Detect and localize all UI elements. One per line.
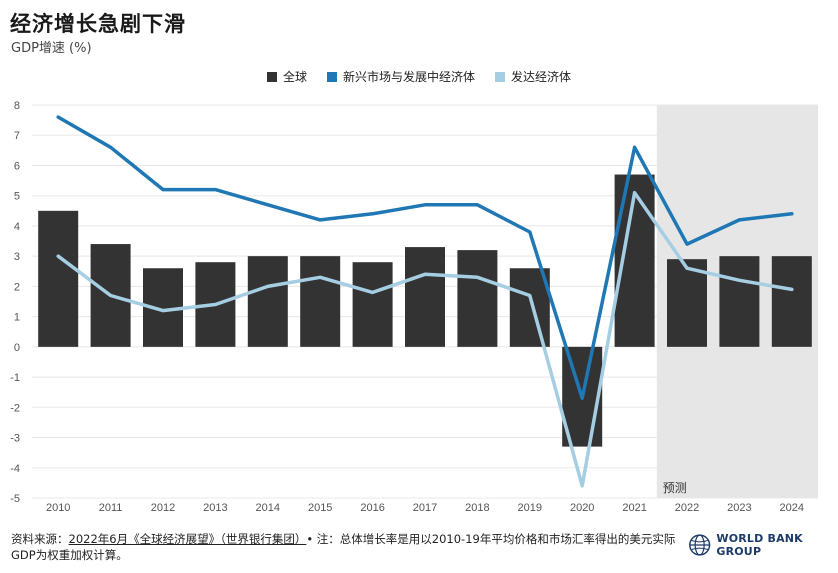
forecast-label: 预测	[663, 481, 687, 495]
logo-text: WORLD BANK GROUP	[716, 532, 803, 558]
x-tick-label: 2018	[465, 502, 489, 514]
y-tick-label: 6	[14, 160, 20, 172]
y-tick-label: 8	[14, 100, 20, 112]
legend-item-advanced: 发达经济体	[495, 68, 571, 85]
bar-global	[247, 256, 288, 347]
y-tick-label: 1	[14, 312, 20, 324]
footer-note: • 注：总体增长率是用以2010-19年平均价格和市场汇率得出的美元实际GDP为…	[11, 532, 676, 562]
source-prefix: 资料来源：	[11, 532, 69, 546]
bar-global	[457, 250, 498, 347]
x-tick-label: 2023	[727, 502, 751, 514]
y-tick-label: -3	[10, 433, 20, 445]
legend-swatch-advanced	[495, 71, 505, 82]
legend-label-advanced: 发达经济体	[511, 70, 572, 84]
x-tick-label: 2014	[256, 502, 280, 514]
legend-item-global: 全球	[266, 68, 307, 85]
x-tick-label: 2015	[308, 502, 332, 514]
y-tick-label: -4	[10, 463, 20, 475]
chart-legend: 全球 新兴市场与发展中经济体 发达经济体	[0, 68, 838, 85]
chart-plot: 8 7 6 5 4 3 2 1 0 -1 -2 -3 -4 -5 2010 2011 2012 2013 2014 2…	[10, 100, 818, 514]
y-tick-label: -5	[10, 493, 20, 505]
x-tick-label: 2024	[780, 502, 804, 514]
y-tick-label: 5	[14, 191, 20, 203]
x-tick-label: 2017	[413, 502, 437, 514]
y-tick-label: 4	[14, 221, 20, 233]
y-tick-label: 2	[14, 281, 20, 293]
legend-swatch-emerging	[326, 71, 337, 82]
y-tick-label: 7	[14, 130, 20, 142]
x-tick-label: 2021	[622, 502, 646, 514]
bar-global	[667, 259, 707, 347]
bar-global	[300, 256, 341, 347]
y-tick-label: -2	[10, 402, 20, 414]
bar-global	[405, 247, 445, 347]
legend-label-global: 全球	[282, 70, 307, 84]
x-tick-label: 2019	[518, 502, 542, 514]
x-tick-label: 2016	[360, 502, 384, 514]
y-tick-label: -1	[10, 372, 20, 384]
line-emerging	[56, 115, 794, 400]
y-tick-label: 3	[14, 251, 20, 263]
bar-global	[38, 210, 79, 347]
x-tick-label: 2012	[151, 502, 175, 514]
world-bank-logo[interactable]: WORLD BANK GROUP	[688, 532, 838, 558]
bar-global	[771, 256, 812, 347]
globe-icon	[689, 534, 711, 556]
y-tick-label: 0	[14, 342, 20, 354]
bar-global	[509, 268, 550, 347]
x-tick-label: 2011	[99, 502, 123, 514]
chart-footer: 资料来源：2022年6月《全球经济展望》（世界银行集团）• 注：总体增长率是用以…	[11, 531, 691, 563]
legend-item-emerging: 新兴市场与发展中经济体	[326, 68, 475, 85]
legend-label-emerging: 新兴市场与发展中经济体	[342, 70, 475, 84]
bar-global	[352, 262, 393, 347]
x-tick-label: 2010	[46, 502, 70, 514]
source-link[interactable]: 2022年6月《全球经济展望》（世界银行集团）	[68, 532, 307, 546]
line-advanced	[56, 190, 794, 488]
chart-subtitle: GDP增速 (%)	[11, 41, 92, 56]
x-tick-label: 2022	[675, 502, 699, 514]
x-tick-label: 2020	[570, 502, 594, 514]
x-tick-label: 2013	[203, 502, 227, 514]
chart-title: 经济增长急剧下滑	[10, 12, 186, 36]
bar-global	[719, 256, 760, 347]
legend-swatch-global	[266, 71, 277, 82]
